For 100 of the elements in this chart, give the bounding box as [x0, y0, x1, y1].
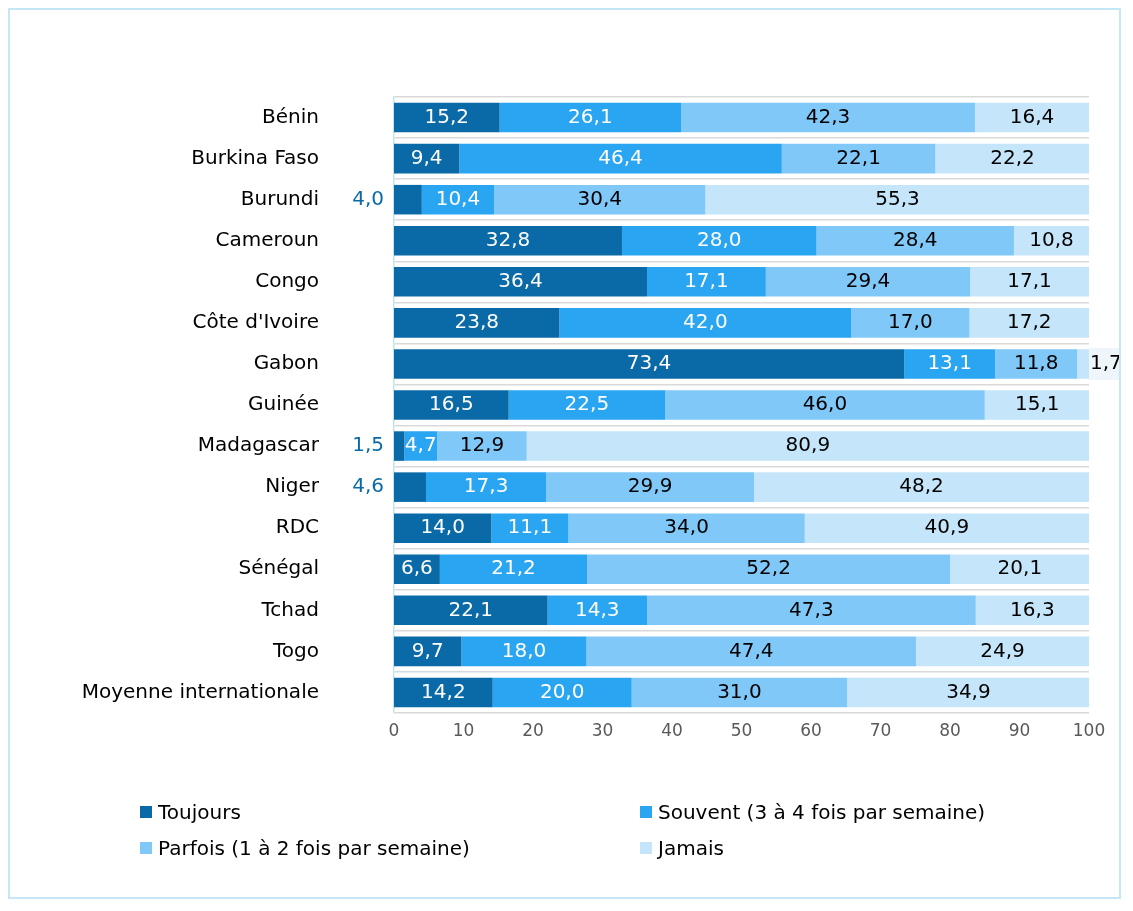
data-label: 9,4 [410, 144, 443, 169]
data-label: 6,6 [401, 555, 433, 580]
data-label: 29,9 [627, 473, 673, 498]
y-tick-label: Madagascar [197, 432, 320, 457]
data-label: 14,3 [575, 596, 620, 621]
bar [394, 225, 622, 256]
data-label: 15,2 [424, 103, 470, 128]
bar [559, 308, 852, 338]
bar [394, 184, 422, 215]
bar [705, 184, 1089, 215]
data-label: 22,1 [836, 144, 881, 169]
data-label: 22,5 [564, 391, 610, 416]
bar [394, 472, 426, 502]
x-tick-label: 20 [522, 719, 544, 740]
data-label: 22,2 [990, 144, 1035, 169]
data-label: 24,9 [980, 637, 1025, 662]
x-tick-label: 30 [591, 719, 614, 740]
legend-label: Souvent (3 à 4 fois par semaine) [658, 800, 986, 824]
bar [851, 308, 970, 338]
y-tick-label: Burundi [240, 185, 319, 210]
data-label: 47,3 [789, 596, 834, 621]
data-label: 4,7 [404, 432, 437, 457]
bar [425, 472, 547, 502]
data-label: 17,1 [684, 268, 729, 292]
y-tick-label: Bénin [262, 103, 319, 128]
data-label: 4,0 [352, 185, 384, 210]
bar [494, 184, 706, 215]
data-label: 12,9 [459, 432, 505, 457]
bar [394, 308, 560, 338]
bar [546, 472, 755, 502]
x-tick-label: 100 [1072, 719, 1106, 740]
data-label: 11,8 [1013, 350, 1059, 375]
data-label: 46,4 [598, 144, 643, 169]
y-tick-label: Niger [265, 473, 320, 498]
bar [394, 267, 647, 297]
y-tick-label: Moyenne internationale [81, 678, 319, 703]
x-tick-label: 60 [800, 719, 822, 740]
bar [804, 513, 1089, 543]
data-label: 16,3 [1010, 596, 1055, 621]
bar [754, 472, 1089, 502]
x-tick-label: 10 [452, 719, 475, 740]
bar [439, 554, 588, 585]
y-tick-label: RDC [275, 514, 319, 539]
bar [568, 513, 805, 543]
data-label: 14,2 [421, 678, 466, 703]
bar [459, 143, 782, 174]
bar [950, 554, 1089, 585]
bar [394, 102, 500, 133]
bar [394, 513, 492, 543]
y-tick-label: Burkina Faso [191, 144, 319, 169]
bar [499, 102, 682, 133]
legend-label: Jamais [658, 836, 724, 860]
data-label: 47,4 [728, 637, 774, 662]
data-label: 73,4 [626, 350, 672, 375]
data-label: 29,4 [845, 268, 891, 292]
bar [935, 143, 1089, 174]
y-tick-label: Cameroun [215, 226, 319, 251]
data-label: 1,5 [352, 432, 384, 457]
y-tick-label: Congo [255, 268, 319, 292]
data-label: 20,1 [997, 555, 1043, 580]
bar [915, 636, 1089, 667]
y-tick-label: Guinée [247, 391, 319, 416]
data-label: 21,2 [491, 555, 536, 580]
y-tick-label: Gabon [253, 350, 319, 375]
bar [526, 431, 1089, 461]
data-label: 46,0 [802, 391, 848, 416]
bar [847, 677, 1089, 708]
x-tick-label: 40 [661, 719, 683, 740]
y-tick-label: Tchad [260, 596, 319, 621]
data-label: 48,2 [899, 473, 944, 498]
bar [631, 677, 848, 708]
bar [665, 390, 985, 420]
data-label: 17,2 [1006, 309, 1052, 334]
bar [394, 677, 493, 708]
data-label: 42,0 [683, 309, 728, 334]
data-label: 34,0 [664, 514, 709, 539]
data-label: 11,1 [507, 514, 553, 539]
data-label: 10,8 [1029, 226, 1074, 251]
x-tick-label: 70 [869, 719, 892, 740]
data-label: 13,1 [927, 350, 972, 375]
bar [646, 267, 766, 297]
data-label: 9,7 [411, 637, 444, 662]
bar [970, 267, 1089, 297]
legend-label: Toujours [158, 800, 241, 824]
bar [646, 595, 976, 626]
data-label: 36,4 [498, 268, 543, 292]
data-label: 55,3 [875, 185, 920, 210]
x-tick-label: 0 [388, 719, 400, 740]
bar [586, 636, 916, 667]
x-tick-label: 50 [730, 719, 753, 740]
bar [975, 595, 1089, 626]
bar [394, 390, 509, 420]
bar [984, 390, 1089, 420]
data-label: 26,1 [568, 103, 613, 128]
bar [969, 308, 1089, 338]
legend-label: Parfois (1 à 2 fois par semaine) [158, 836, 470, 860]
data-label: 42,3 [805, 103, 851, 128]
bar [904, 349, 996, 379]
y-tick-label: Côte d'Ivoire [192, 309, 319, 334]
bar [437, 431, 527, 461]
